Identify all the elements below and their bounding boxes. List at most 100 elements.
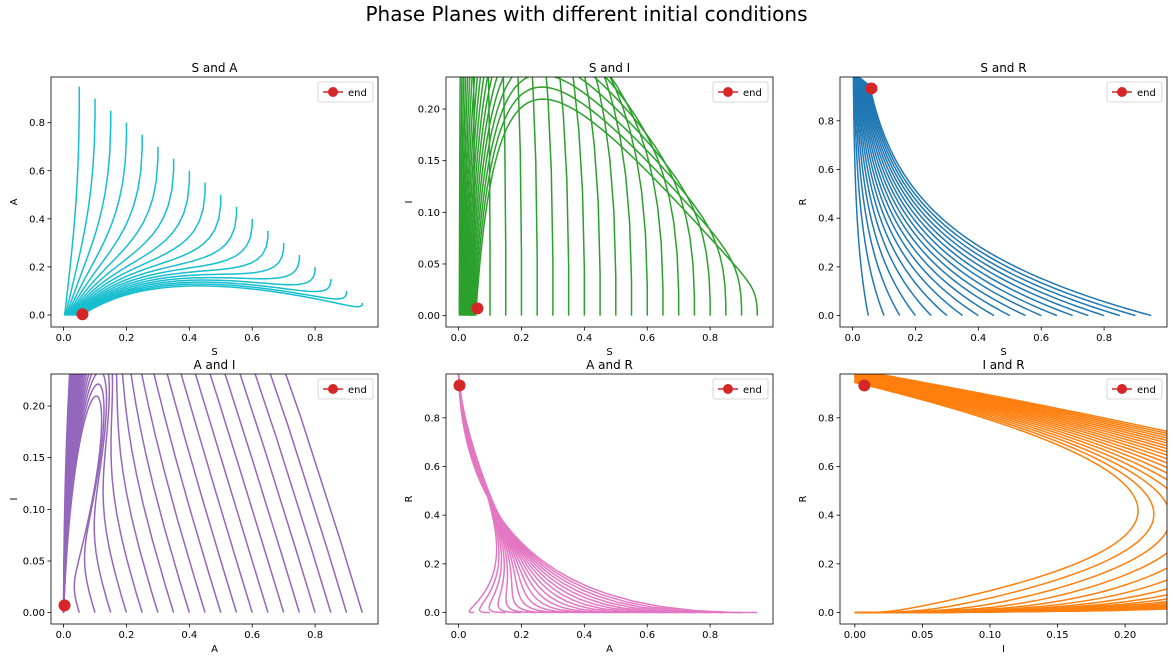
- x-axis-label: S: [211, 347, 217, 358]
- end-marker: [865, 82, 878, 95]
- series-line-9: [859, 77, 995, 317]
- y-tick-label: 0.20: [418, 105, 440, 116]
- series-line-10: [465, 77, 617, 317]
- x-tick-label: 0.4: [576, 630, 592, 641]
- legend-box: [1106, 81, 1163, 103]
- y-axis-label: R: [798, 198, 809, 205]
- y-tick-label: 0.0: [818, 608, 834, 619]
- y-tick-label: 0.10: [23, 505, 45, 516]
- y-tick-label: 0.8: [29, 118, 45, 129]
- series-line-3: [854, 77, 901, 316]
- x-tick-label: 0.8: [307, 333, 323, 344]
- series-group: [458, 77, 759, 317]
- subplot-1: S and A 0.0 0.2 0.4 0.6 0.8 0.0 0.2 0.4 0.6 0.8 S Ae…: [9, 61, 379, 358]
- series-group: [852, 77, 1152, 317]
- y-tick-label: 0.0: [29, 310, 45, 321]
- x-tick-label: 0.15: [1046, 630, 1068, 641]
- series-line-12: [457, 376, 585, 614]
- legend-marker: [723, 87, 733, 97]
- y-tick-label: 0.8: [818, 116, 834, 127]
- series-line-9: [854, 374, 1167, 614]
- axes-frame: [445, 76, 774, 328]
- x-tick-label: 0.2: [908, 333, 924, 344]
- subplot-2: S and I 0.0 0.2 0.4 0.6 0.8 0.00 0.05 0.10 0.15 0.…: [404, 61, 774, 358]
- x-tick-label: 0.2: [119, 630, 135, 641]
- y-tick-label: 0.05: [418, 259, 440, 270]
- series-line-4: [62, 374, 316, 613]
- legend-marker: [1117, 87, 1127, 97]
- series-line-8: [464, 77, 586, 316]
- series-line-9: [465, 77, 601, 316]
- series-line-7: [463, 77, 570, 317]
- y-tick-label: 0.15: [418, 156, 440, 167]
- subplot-title: A and R: [586, 358, 633, 372]
- figure-title: Phase Planes with different initial cond…: [365, 2, 808, 26]
- series-line-19: [474, 98, 759, 317]
- end-marker: [858, 379, 871, 392]
- y-tick-label: 0.2: [29, 262, 45, 273]
- x-axis-label: S: [606, 347, 612, 358]
- series-line-11: [466, 77, 633, 317]
- series-line-3: [460, 77, 507, 316]
- series-line-17: [457, 380, 506, 614]
- y-tick-label: 0.8: [818, 413, 834, 424]
- series-line-13: [862, 79, 1058, 317]
- axes-frame: [839, 76, 1168, 328]
- series-line-10: [457, 374, 616, 614]
- series-line-18: [473, 86, 743, 317]
- y-tick-label: 0.8: [424, 413, 440, 424]
- legend-label: end: [1137, 385, 1156, 396]
- legend: end: [712, 81, 769, 103]
- end-marker: [76, 308, 89, 321]
- axes-frame: [445, 373, 774, 625]
- series-group: [63, 86, 364, 316]
- subplot-4: A and I 0.0 0.2 0.4 0.6 0.8 0.00 0.05 0.10 0.15 0.…: [9, 358, 379, 655]
- legend-label: end: [1137, 88, 1156, 99]
- series-line-12: [62, 374, 191, 613]
- legend: end: [317, 378, 374, 400]
- series-line-5: [461, 77, 538, 316]
- legend-box: [317, 81, 374, 103]
- legend: end: [1106, 81, 1163, 103]
- y-tick-label: 0.6: [818, 165, 834, 176]
- series-line-1: [458, 77, 476, 316]
- y-tick-label: 0.4: [29, 214, 45, 225]
- series-line-6: [856, 77, 948, 317]
- y-tick-label: 0.6: [424, 462, 440, 473]
- series-line-17: [866, 83, 1121, 317]
- series-line-15: [457, 378, 538, 614]
- y-axis-label: I: [404, 201, 415, 204]
- y-tick-label: 0.15: [23, 453, 45, 464]
- x-axis-label: I: [1002, 644, 1005, 655]
- series-line-18: [854, 380, 1155, 614]
- legend-box: [712, 378, 769, 400]
- x-tick-label: 0.6: [244, 333, 260, 344]
- series-line-19: [854, 381, 1139, 614]
- x-axis-label: S: [1000, 347, 1006, 358]
- y-tick-label: 0.10: [418, 208, 440, 219]
- x-tick-label: 0.0: [845, 333, 861, 344]
- legend-label: end: [743, 88, 762, 99]
- series-line-6: [62, 374, 285, 613]
- subplot-title: I and R: [982, 358, 1024, 372]
- series-line-11: [860, 78, 1026, 317]
- y-tick-label: 0.4: [818, 214, 834, 225]
- x-tick-label: 0.6: [639, 333, 655, 344]
- series-line-12: [467, 77, 648, 317]
- subplot-title: S and I: [589, 61, 630, 75]
- series-line-10: [859, 77, 1011, 317]
- series-group: [854, 374, 1167, 614]
- subplot-title: S and A: [191, 61, 238, 75]
- legend-marker: [328, 87, 338, 97]
- series-line-13: [62, 374, 175, 613]
- subplot-title: S and R: [980, 61, 1026, 75]
- axes-frame: [839, 373, 1168, 625]
- series-line-2: [853, 77, 885, 316]
- x-tick-label: 0.0: [56, 333, 72, 344]
- series-group: [457, 374, 758, 614]
- x-tick-label: 0.4: [970, 333, 986, 344]
- y-tick-label: 0.00: [23, 608, 45, 619]
- subplot-title: A and I: [194, 358, 236, 372]
- axes-frame: [50, 373, 379, 625]
